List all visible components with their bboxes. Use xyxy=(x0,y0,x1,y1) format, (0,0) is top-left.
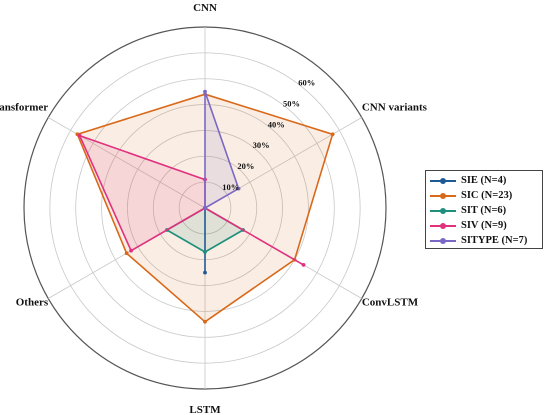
radial-tick-label: 40% xyxy=(268,119,285,129)
radial-tick-labels: 10% 20% 30% 40% 50% 60% xyxy=(222,77,315,192)
series-lines xyxy=(75,89,335,324)
axis-label: CNN xyxy=(193,2,217,14)
series-5-point-1 xyxy=(203,89,207,94)
legend-item: SIC (N=23) xyxy=(430,188,538,203)
series-line-5 xyxy=(204,90,240,209)
legend-label: SIE (N=4) xyxy=(461,175,507,186)
series-fill-4 xyxy=(79,135,304,265)
radial-tick-label: 30% xyxy=(253,140,270,150)
legend-item: SIV (N=9) xyxy=(430,218,538,233)
axis-labels: CNN CNN variants ConvLSTM LSTM Others Transfo… xyxy=(0,2,428,415)
series-fill-5 xyxy=(205,91,239,208)
axis-label: Others xyxy=(16,297,49,309)
series-2-point-5 xyxy=(124,251,129,256)
series-5-point-2 xyxy=(236,186,241,191)
legend-label: SIT (N=6) xyxy=(461,205,507,216)
radial-tick-label: 50% xyxy=(283,98,300,108)
axis-label: Transformer xyxy=(0,102,48,114)
series-4-point-6 xyxy=(77,133,82,138)
legend-swatch xyxy=(430,191,456,201)
axis-label: LSTM xyxy=(189,404,221,415)
legend-label: SITYPE (N=7) xyxy=(461,235,528,246)
legend-swatch xyxy=(430,236,456,246)
legend-item: SIE (N=4) xyxy=(430,173,538,188)
radial-tick-label: 20% xyxy=(237,161,254,171)
series-2-point-4 xyxy=(203,319,207,324)
axis-label: ConvLSTM xyxy=(362,297,419,309)
series-4-point-3 xyxy=(301,262,306,267)
spoke-6 xyxy=(48,117,206,209)
series-4-point-5 xyxy=(129,248,134,253)
legend-swatch xyxy=(430,206,456,216)
radial-tick-label: 60% xyxy=(298,77,315,87)
series-1-point-4 xyxy=(203,270,207,275)
series-3-point-4 xyxy=(203,250,207,254)
axis-label: CNN variants xyxy=(362,102,428,114)
series-5-point-6 xyxy=(203,206,207,210)
legend-item: SITYPE (N=7) xyxy=(430,233,538,248)
series-2-point-2 xyxy=(330,132,335,137)
legend-item: SIT (N=6) xyxy=(430,203,538,218)
legend-swatch xyxy=(430,176,456,186)
legend-swatch xyxy=(430,221,456,231)
radial-tick-label: 10% xyxy=(222,182,239,192)
legend-label: SIV (N=9) xyxy=(461,220,507,231)
legend-label: SIC (N=23) xyxy=(461,190,513,201)
legend: SIE (N=4) SIC (N=23) SIT (N=6) SIV (N=9) SIT… xyxy=(425,170,543,249)
